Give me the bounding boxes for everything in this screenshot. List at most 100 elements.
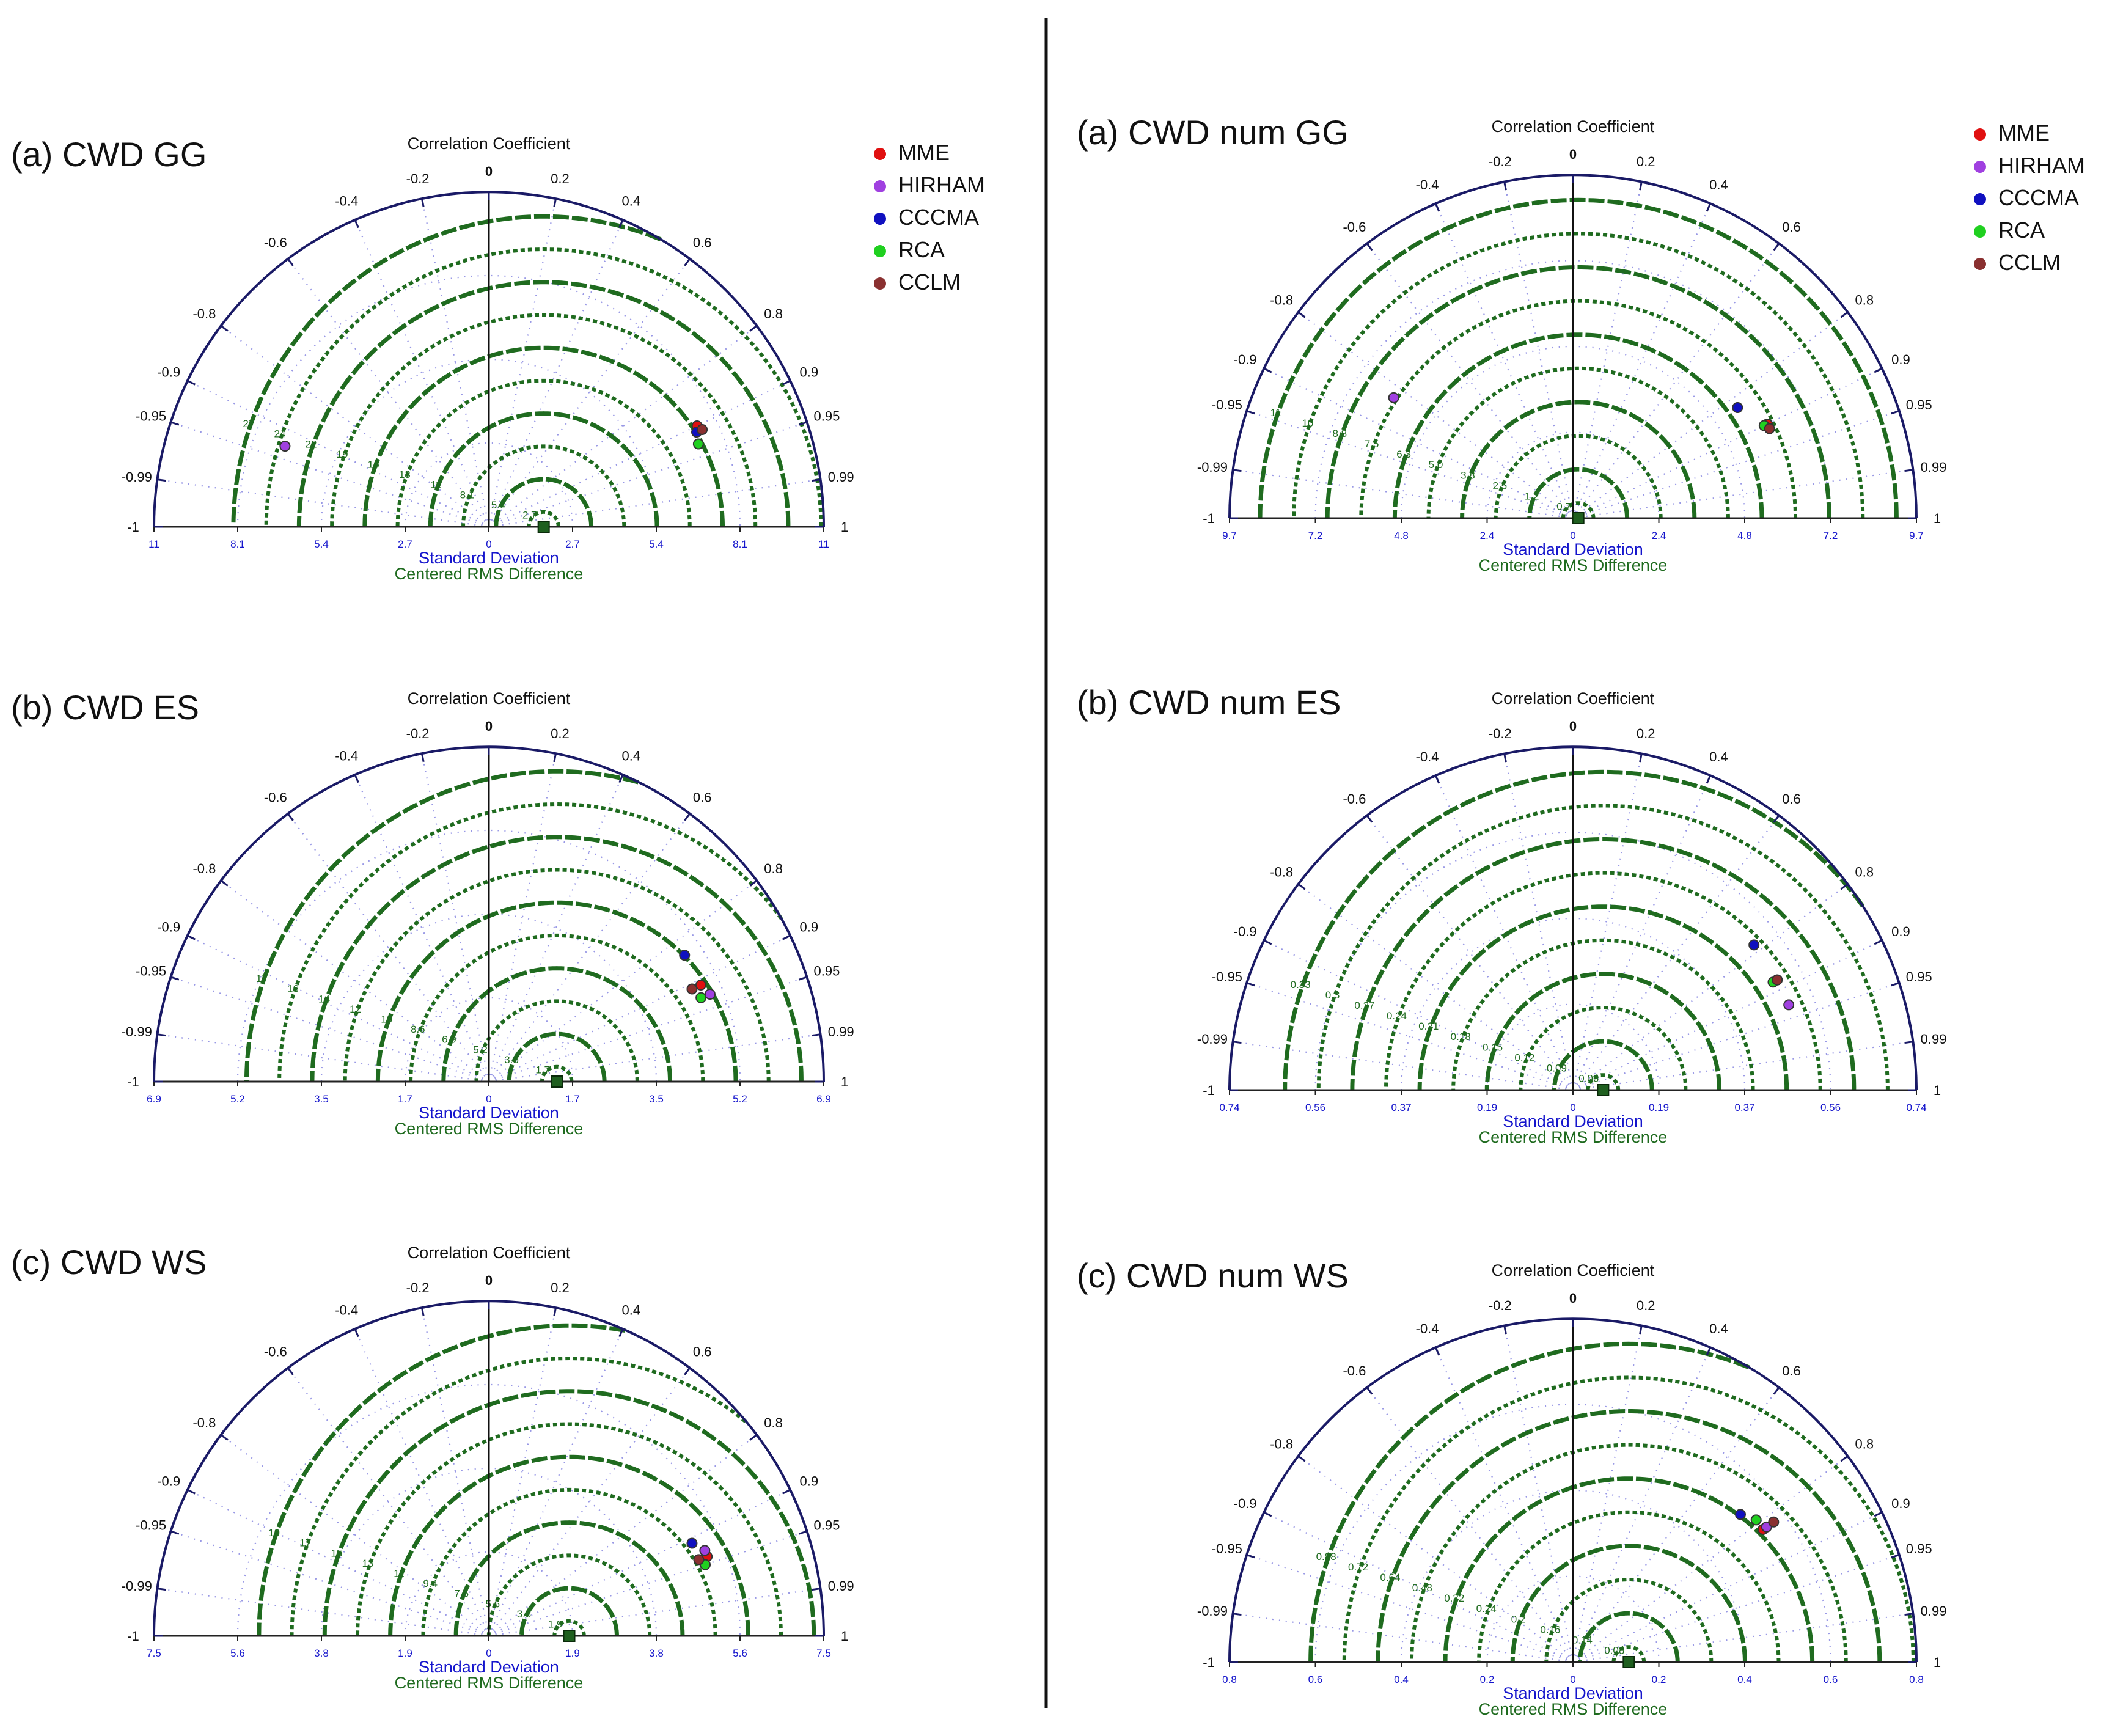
panel-title: (b) CWD ES: [11, 688, 199, 727]
std-tick-label: 8.1: [733, 538, 747, 550]
correlation-tick-label: -0.6: [1343, 219, 1366, 235]
correlation-tick: [749, 879, 758, 887]
rms-contour: [1392, 332, 1764, 518]
rms-axis-title: Centered RMS Difference: [395, 565, 584, 583]
correlation-tick: [1874, 939, 1883, 945]
rms-contour: [527, 510, 560, 527]
std-axis-title: Standard Deviation: [419, 549, 559, 567]
rms-contour: [1316, 804, 1890, 1090]
std-tick-label: 2.7: [398, 538, 413, 550]
correlation-tick-label: 0.4: [622, 194, 641, 209]
panel-title: (a) CWD num GG: [1077, 113, 1349, 152]
correlation-tick: [420, 753, 425, 763]
correlation-tick: [749, 325, 758, 332]
rms-contour: [494, 477, 594, 527]
correlation-tick: [798, 421, 808, 426]
legend-marker-cclm: [1974, 258, 1986, 270]
rms-contour: [257, 1323, 626, 1636]
correlation-tick-label: 0.95: [1906, 1541, 1932, 1556]
correlation-tick-label: 0.2: [551, 171, 570, 186]
correlation-tick: [1297, 1455, 1306, 1462]
rms-contour: [1451, 938, 1755, 1091]
correlation-tick: [553, 753, 557, 763]
rms-contour: [1308, 1341, 1750, 1663]
correlation-tick: [1904, 1613, 1913, 1616]
panel-title: (a) CWD GG: [11, 135, 207, 174]
correlation-tick-label: 0.99: [828, 469, 854, 485]
rms-label: 16: [287, 983, 299, 995]
std-tick-label: 3.5: [649, 1093, 664, 1105]
std-tick-label: 9.7: [1222, 530, 1237, 541]
std-axis-title: Standard Deviation: [1503, 1112, 1643, 1130]
rms-label: 0.88: [1316, 1551, 1336, 1562]
correlation-tick: [812, 478, 821, 482]
correlation-tick-label: -0.8: [193, 306, 216, 321]
correlation-tick-label: 0.4: [622, 1303, 641, 1318]
rms-contour: [375, 900, 738, 1082]
rms-contour: [461, 444, 626, 527]
rms-contour: [453, 1520, 685, 1636]
correlation-tick-label: 0.4: [1709, 749, 1728, 764]
rms-contour: [264, 247, 823, 527]
correlation-tick-label: -0.8: [1270, 292, 1293, 307]
std-tick-label: 8.1: [230, 538, 245, 550]
rms-contour: [388, 1454, 750, 1636]
std-tick-label: 0.19: [1477, 1102, 1497, 1113]
legend-marker-cccma: [874, 213, 886, 225]
correlation-tick: [1706, 775, 1712, 784]
correlation-tick-label: -0.4: [335, 749, 358, 764]
rms-label: 5.6: [486, 1598, 501, 1610]
legend-label: HIRHAM: [1998, 153, 2085, 178]
correlation-tick-label: -1: [1203, 1083, 1215, 1098]
correlation-tick-label: -0.99: [1197, 1031, 1228, 1047]
rms-axis-title: Centered RMS Difference: [1479, 1700, 1668, 1718]
correlation-tick-label: -0.9: [157, 364, 180, 379]
rms-contour: [519, 1586, 619, 1636]
correlation-tick-label: 0.2: [1637, 154, 1656, 169]
rms-label: 5.4: [491, 499, 506, 511]
rms-contour: [409, 933, 705, 1082]
correlation-tick-label: -0.6: [264, 235, 287, 250]
rms-label: 17: [256, 973, 268, 984]
taylor-panel-1: 2.7 5.4 8.1 11 13 16 19 22 24 27 -1 -0.99 -0.95 -0.9 -…: [11, 134, 985, 583]
correlation-tick-label: 0.99: [1921, 1603, 1947, 1619]
std-tick-label: 3.8: [649, 1647, 664, 1659]
std-tick-label: 0: [486, 1647, 491, 1659]
legend-label: RCA: [898, 237, 945, 262]
correlation-tick-label: 0.6: [1782, 1363, 1801, 1379]
correlation-tick: [1874, 1511, 1883, 1517]
std-tick-label: 0: [486, 1093, 491, 1105]
correlation-tick: [1366, 815, 1373, 823]
correlation-tick: [1639, 753, 1643, 763]
std-tick-label: 0.2: [1652, 1674, 1667, 1685]
correlation-tick-label: 0: [1569, 719, 1577, 734]
correlation-tick-label: -0.6: [264, 1344, 287, 1359]
rms-contour: [540, 1064, 574, 1082]
rms-axis-title: Centered RMS Difference: [395, 1674, 584, 1692]
std-axis-title: Standard Deviation: [1503, 540, 1643, 559]
std-tick-label: 0.37: [1734, 1102, 1755, 1113]
rms-label: 0.15: [1483, 1041, 1503, 1053]
rms-label: 0.08: [1604, 1644, 1624, 1656]
correlation-tick: [618, 1328, 624, 1338]
rms-label: 19: [268, 1527, 280, 1539]
correlation-tick: [1639, 1325, 1643, 1335]
correlation-tick-label: -0.4: [335, 194, 358, 209]
correlation-tick: [798, 976, 808, 981]
correlation-tick: [1840, 311, 1849, 318]
correlation-tick: [354, 1328, 359, 1338]
correlation-tick-label: -0.2: [1489, 726, 1512, 741]
correlation-tick-label: 0.4: [1709, 177, 1728, 192]
correlation-tick: [684, 1367, 691, 1375]
correlation-tick: [170, 976, 180, 981]
correlation-tick: [1503, 1325, 1507, 1335]
rms-contour: [330, 313, 758, 527]
correlation-tick-label: 0.9: [800, 364, 819, 379]
correlation-tick: [287, 258, 294, 266]
rms-label: 7.5: [1365, 438, 1379, 450]
rms-label: 0.27: [1354, 1000, 1374, 1011]
rms-contour: [296, 280, 791, 527]
correlation-tick-label: -0.99: [1197, 1603, 1228, 1619]
correlation-tick-label: -0.99: [122, 469, 152, 485]
rms-label: 22: [306, 438, 317, 450]
